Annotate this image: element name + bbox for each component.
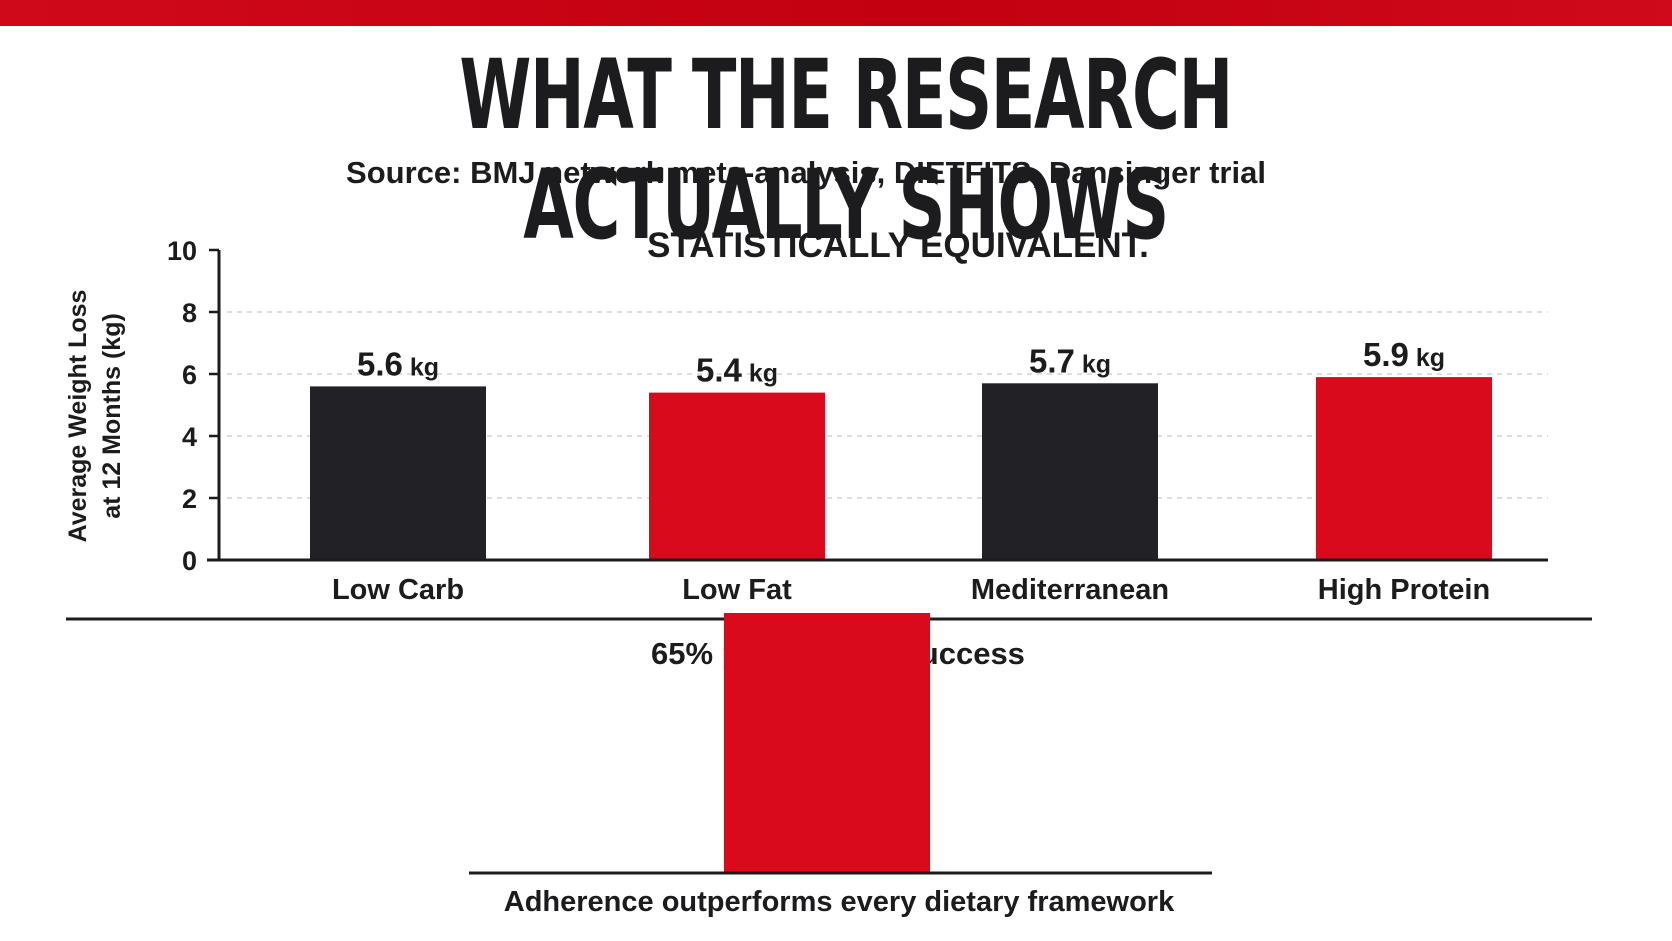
adherence-caption: Adherence outperforms every dietary fram… <box>503 886 1175 918</box>
top-accent-bar <box>0 0 1672 26</box>
adherence-chart: 65% predictor of success <box>469 613 1212 875</box>
adherence-bar <box>724 613 930 873</box>
chart-title: STATISTICALLY EQUIVALENT. <box>647 226 1149 265</box>
bar-value-label: 5.9 kg <box>1363 336 1445 373</box>
category-label: High Protein <box>1318 574 1490 606</box>
headline: WHAT THE RESEARCH ACTUALLY SHOWS <box>459 39 1233 261</box>
y-axis-title: Average Weight Loss at 12 Months (kg) <box>64 290 126 543</box>
chart-bars <box>310 377 1492 560</box>
y-tick-label: 0 <box>182 546 197 576</box>
y-tick-label: 10 <box>167 236 197 266</box>
bar <box>982 383 1158 560</box>
bar-value-label: 5.6 kg <box>357 345 439 382</box>
category-label: Low Carb <box>332 574 464 606</box>
bar-value-label: 5.7 kg <box>1029 342 1111 379</box>
bar <box>310 386 486 560</box>
y-tick-label: 4 <box>182 422 197 452</box>
y-tick-label: 6 <box>182 360 197 390</box>
source-subtitle: Source: BMJ network meta-analysis, DIETF… <box>346 155 1266 190</box>
y-tick-label: 8 <box>182 298 197 328</box>
category-label: Low Fat <box>682 574 792 606</box>
y-tick-label: 2 <box>182 484 197 514</box>
bar <box>649 392 825 560</box>
category-label: Mediterranean <box>971 574 1169 606</box>
bar-value-label: 5.4 kg <box>696 352 778 389</box>
bar <box>1316 377 1492 560</box>
chart-labels: 5.6 kg Low Carb 5.4 kg Low Fat 5.7 kg Mediter… <box>64 226 1490 606</box>
